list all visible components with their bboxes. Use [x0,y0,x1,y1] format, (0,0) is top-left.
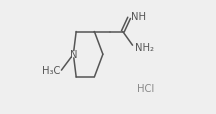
Text: N: N [70,50,77,60]
Text: NH: NH [131,12,146,21]
Text: HCl: HCl [137,84,154,93]
Text: NH₂: NH₂ [135,43,154,53]
Text: H₃C: H₃C [43,66,61,75]
